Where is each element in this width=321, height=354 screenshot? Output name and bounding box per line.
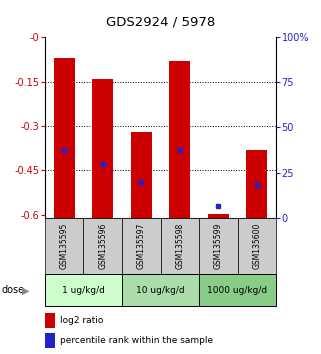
Text: GSM135597: GSM135597 [137,223,146,269]
Text: GSM135595: GSM135595 [60,223,69,269]
Bar [45,274,122,306]
Bar [83,218,122,274]
Bar [45,313,55,328]
Bar [92,79,113,218]
Text: 1 ug/kg/d: 1 ug/kg/d [62,286,105,295]
Text: GSM135598: GSM135598 [175,223,184,269]
Bar [246,150,267,218]
Bar [238,218,276,274]
Bar [169,61,190,218]
Bar [160,218,199,274]
Bar [122,274,199,306]
Text: GSM135599: GSM135599 [214,223,223,269]
Text: 1000 ug/kg/d: 1000 ug/kg/d [207,286,268,295]
Bar [54,58,75,218]
Text: dose: dose [2,285,25,295]
Text: log2 ratio: log2 ratio [60,316,103,325]
Bar [208,214,229,218]
Text: percentile rank within the sample: percentile rank within the sample [60,336,213,345]
Bar [122,218,160,274]
Bar [45,218,83,274]
Text: GSM135600: GSM135600 [252,223,261,269]
Bar [45,333,55,348]
Text: GDS2924 / 5978: GDS2924 / 5978 [106,16,215,29]
Bar [199,274,276,306]
Text: 10 ug/kg/d: 10 ug/kg/d [136,286,185,295]
Bar [199,218,238,274]
Bar [131,132,152,218]
Text: ▶: ▶ [22,285,29,295]
Text: GSM135596: GSM135596 [98,223,107,269]
